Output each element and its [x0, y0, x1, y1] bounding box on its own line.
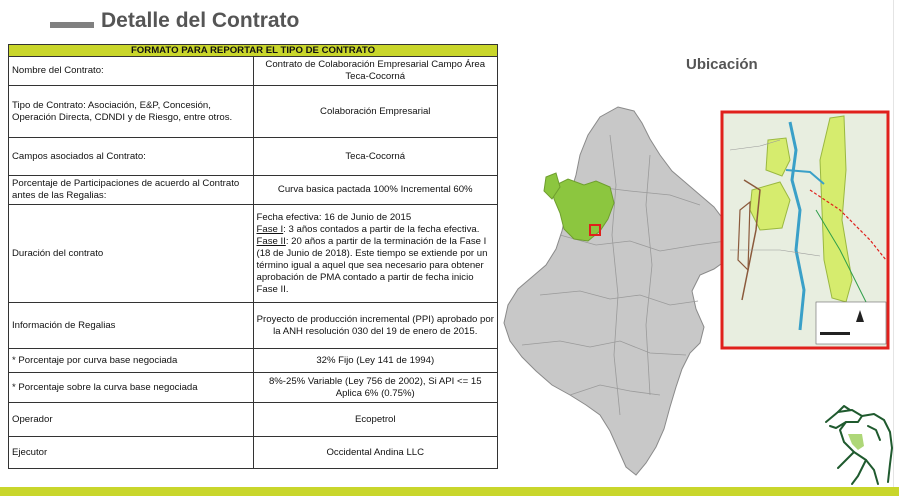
slide-right-edge: [893, 0, 894, 496]
row-label: * Porcentaje por curva base negociada: [8, 348, 254, 373]
table-header-row: FORMATO PARA REPORTAR EL TIPO DE CONTRAT…: [8, 44, 498, 57]
map-secondary-highlight: [543, 172, 561, 200]
inset-terrain: [729, 115, 887, 331]
row-value: Curva basica pactada 100% Incremental 60…: [252, 175, 498, 205]
row-value: Colaboración Empresarial: [252, 85, 498, 138]
table-row: Ejecutor Occidental Andina LLC: [8, 436, 498, 469]
row-label: Tipo de Contrato: Asociación, E&P, Conce…: [8, 85, 254, 138]
fase2-text: : 20 años a partir de la terminación de …: [256, 235, 488, 295]
row-label: * Porcentaje sobre la curva base negocia…: [8, 372, 254, 403]
table-header: FORMATO PARA REPORTAR EL TIPO DE CONTRAT…: [8, 44, 498, 57]
row-value: Ecopetrol: [252, 402, 498, 437]
fase1-label: Fase I: [256, 223, 284, 235]
duracion-value: Fecha efectiva: 16 de Junio de 2015 Fase…: [252, 204, 498, 303]
table-row: Porcentaje de Participaciones de acuerdo…: [8, 175, 498, 205]
page-title: Detalle del Contrato: [101, 9, 300, 32]
title-decoration-bar: [50, 22, 94, 28]
row-value: Proyecto de producción incremental (PPI)…: [252, 302, 498, 349]
row-label: Porcentaje de Participaciones de acuerdo…: [8, 175, 254, 205]
row-value: Occidental Andina LLC: [252, 436, 498, 469]
table-row: * Porcentaje por curva base negociada 32…: [8, 348, 498, 373]
fase1-text: : 3 años contados a partir de la fecha e…: [283, 223, 480, 235]
colombia-map: [503, 106, 733, 476]
row-value: 32% Fijo (Ley 141 de 1994): [252, 348, 498, 373]
fecha-efectiva-text: Fecha efectiva: 16 de Junio de 2015: [256, 211, 412, 223]
row-label: Nombre del Contrato:: [8, 56, 254, 86]
row-value: 8%-25% Variable (Ley 756 de 2002), Si AP…: [252, 372, 498, 403]
row-value: Teca-Cocorná: [252, 137, 498, 176]
north-arrow-icon: [856, 310, 864, 322]
row-label: Ejecutor: [8, 436, 254, 469]
contract-table: FORMATO PARA REPORTAR EL TIPO DE CONTRAT…: [8, 44, 498, 469]
fase2-label: Fase II: [256, 235, 286, 247]
table-row: * Porcentaje sobre la curva base negocia…: [8, 372, 498, 403]
inset-scale-bar: [820, 332, 850, 335]
map-location-marker: [589, 224, 601, 236]
footer-accent-bar: [0, 487, 899, 496]
inset-detail-map: [720, 110, 890, 350]
table-row: Tipo de Contrato: Asociación, E&P, Conce…: [8, 85, 498, 138]
row-label: Duración del contrato: [8, 204, 254, 303]
row-label: Operador: [8, 402, 254, 437]
row-label: Información de Regalias: [8, 302, 254, 349]
table-row: Duración del contrato Fecha efectiva: 16…: [8, 204, 498, 303]
table-row: Información de Regalias Proyecto de prod…: [8, 302, 498, 349]
table-row: Operador Ecopetrol: [8, 402, 498, 437]
inset-legend-box: [815, 301, 887, 345]
row-value: Contrato de Colaboración Empresarial Cam…: [252, 56, 498, 86]
table-row: Campos asociados al Contrato: Teca-Cocor…: [8, 137, 498, 176]
ubicacion-title: Ubicación: [686, 56, 758, 73]
table-row: Nombre del Contrato: Contrato de Colabor…: [8, 56, 498, 86]
iguana-logo-icon: [825, 405, 893, 485]
row-label: Campos asociados al Contrato:: [8, 137, 254, 176]
